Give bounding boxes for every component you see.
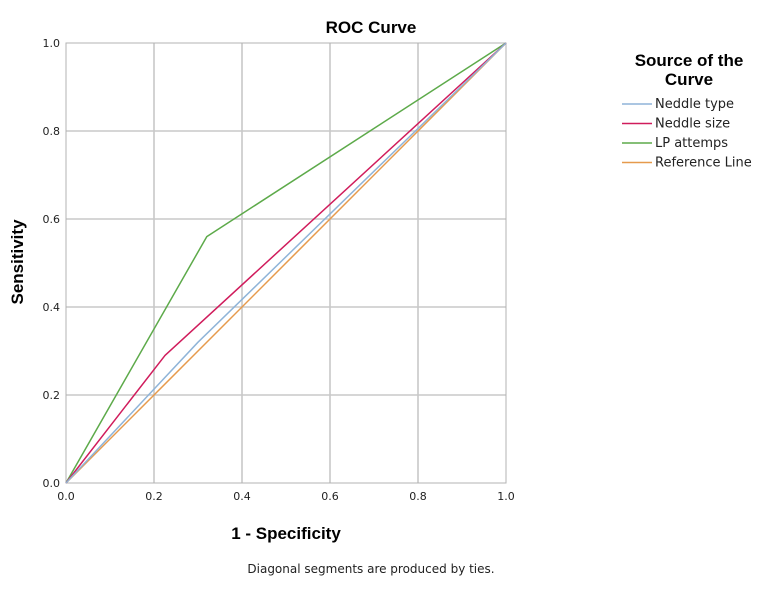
grid — [66, 43, 506, 483]
legend-label: Reference Line — [655, 156, 752, 171]
tick-labels: 0.0 0.2 0.4 0.6 0.8 1.0 0.0 0.2 0.4 0.6 0.8 1.0 — [43, 37, 515, 503]
x-axis-label: 1 - Specificity — [231, 524, 341, 543]
plot-frame — [65, 42, 507, 484]
y-tick-label: 0.2 — [43, 389, 61, 402]
y-tick-label: 0.8 — [43, 125, 61, 138]
legend: Source of the Curve Neddle type Neddle si… — [622, 51, 752, 171]
y-axis-label: Sensitivity — [8, 219, 27, 305]
footnote: Diagonal segments are produced by ties. — [247, 562, 494, 576]
y-tick-label: 0.6 — [43, 213, 61, 226]
legend-label: LP attemps — [655, 136, 728, 151]
x-tick-label: 1.0 — [497, 490, 515, 503]
y-tick-label: 0.4 — [43, 301, 61, 314]
y-tick-label: 0.0 — [43, 477, 61, 490]
chart-title: ROC Curve — [326, 18, 417, 37]
x-tick-label: 0.2 — [145, 490, 163, 503]
x-tick-label: 0.8 — [409, 490, 427, 503]
series-line-neddle-size — [65, 42, 507, 484]
legend-label: Neddle size — [655, 117, 730, 132]
series-line-lp-attemps — [65, 42, 507, 484]
x-tick-label: 0.6 — [321, 490, 339, 503]
y-tick-label: 1.0 — [43, 37, 61, 50]
legend-title-line-1: Source of the — [635, 51, 744, 70]
series-line-reference-line — [65, 42, 507, 484]
x-tick-label: 0.4 — [233, 490, 251, 503]
legend-label: Neddle type — [655, 97, 734, 112]
legend-title-line-2: Curve — [665, 70, 713, 89]
legend-items: Neddle type Neddle size LP attemps Referenc… — [622, 97, 752, 171]
series-lines — [65, 42, 507, 484]
x-tick-label: 0.0 — [57, 490, 75, 503]
series-line-neddle-type — [65, 42, 507, 484]
